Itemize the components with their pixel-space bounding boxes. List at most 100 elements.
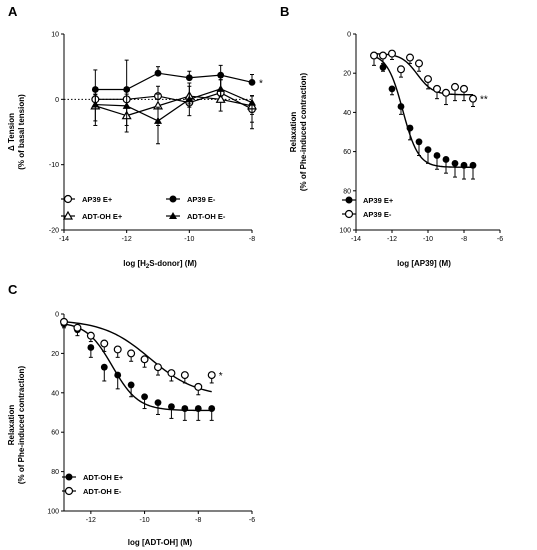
data-point	[127, 381, 135, 389]
data-point	[180, 371, 189, 380]
panel-b-plot	[370, 49, 478, 180]
panel-b-legend: AP39 E+ AP39 E-	[342, 196, 394, 219]
x-tick-label: -10	[184, 236, 194, 243]
legend-label: ADT-OH E+	[83, 473, 124, 482]
data-point	[100, 339, 109, 348]
legend-marker-open-circle	[63, 194, 73, 204]
panel-a: A 10 0 -10 -20-14 -12 -10 -8 * log [H2S-donor]…	[7, 4, 263, 270]
legend-entry-ap39-eminus: AP39 E-	[166, 195, 216, 204]
fit-curve-1	[63, 321, 212, 393]
y-tick-label: 10	[51, 32, 59, 39]
data-point	[91, 100, 100, 108]
y-tick-label: 0	[55, 97, 59, 104]
legend-entry-adtoh-eminus: ADT-OH E-	[166, 212, 226, 221]
x-tick-label: -10	[140, 517, 150, 524]
data-point	[114, 371, 122, 379]
panel-c-y-axis-label: Relaxation (% of Phe-induced contraction…	[7, 366, 26, 485]
data-point	[185, 74, 193, 82]
data-point	[406, 124, 414, 132]
data-point	[59, 317, 68, 326]
y-tick-label: 20	[343, 71, 351, 78]
series-line-2	[95, 95, 253, 117]
x-tick-label: -12	[387, 236, 397, 243]
legend-label: ADT-OH E+	[82, 212, 123, 221]
data-point	[460, 84, 469, 93]
y-tick-label: 40	[51, 390, 59, 397]
y-tick-label: 80	[343, 188, 351, 195]
data-point	[127, 349, 136, 358]
x-tick-label: -10	[423, 236, 433, 243]
panel-c-axes: 0 20 40 60 80 100 -12 -10 -8 -6	[47, 312, 255, 525]
data-point	[140, 355, 149, 364]
panel-c-x-axis-label: log [ADT-OH] (M)	[128, 538, 193, 547]
legend-marker-filled-circle	[345, 196, 353, 204]
x-tick-label: -14	[351, 236, 361, 243]
data-point	[442, 88, 451, 97]
legend-label: AP39 E+	[82, 195, 113, 204]
legend-entry-adtoh-eplus: ADT-OH E+	[61, 210, 123, 221]
data-point	[154, 116, 162, 124]
y-tick-label: 60	[51, 430, 59, 437]
panel-a-plot	[64, 59, 258, 145]
panel-c-letter: C	[8, 282, 18, 297]
y-tick-label: 60	[343, 149, 351, 156]
data-point	[194, 405, 202, 412]
panel-a-axes: 10 0 -10 -20-14 -12 -10 -8	[49, 32, 255, 244]
legend-entry-ap39-eminus: AP39 E-	[342, 209, 392, 219]
x-tick-label: -6	[249, 517, 255, 524]
x-tick-label: -14	[59, 236, 69, 243]
data-point	[113, 345, 122, 354]
panel-b: B 0 20 40 60 80 100-14 -12 -10 -8 -6 ** log [AP39…	[280, 4, 503, 268]
legend-label: AP39 E-	[363, 210, 392, 219]
legend-marker-open-circle	[344, 209, 354, 219]
panel-b-x-axis-label: log [AP39] (M)	[397, 259, 451, 268]
y-tick-label: -20	[49, 228, 59, 235]
panel-c-y-axis-label-line2: (% of Phe-induced contraction)	[17, 366, 26, 485]
panel-c-y-axis-label-line1: Relaxation	[7, 405, 16, 446]
data-point	[451, 82, 460, 91]
data-point	[100, 363, 108, 371]
data-point	[154, 69, 162, 77]
data-point	[248, 78, 256, 86]
y-tick-label: 40	[343, 110, 351, 117]
y-tick-label: 100	[339, 228, 351, 235]
data-point	[248, 98, 256, 106]
x-tick-label: -12	[86, 517, 96, 524]
data-point	[167, 369, 176, 378]
data-point	[397, 103, 405, 110]
panel-b-axes: 0 20 40 60 80 100-14 -12 -10 -8 -6	[339, 32, 503, 244]
legend-entry-ap39-eplus: AP39 E+	[342, 196, 394, 205]
data-point	[397, 65, 406, 74]
data-point	[141, 393, 148, 401]
panel-a-y-axis-label: Δ Tension (% of basal tension)	[7, 94, 26, 170]
data-point	[207, 371, 216, 380]
data-point	[216, 84, 225, 92]
data-point	[451, 159, 459, 167]
panel-c-significance: *	[219, 371, 223, 382]
data-point	[122, 101, 131, 109]
data-point	[379, 63, 387, 71]
data-point	[460, 161, 468, 169]
data-point	[217, 71, 225, 79]
x-tick-label: -8	[461, 236, 467, 243]
panel-a-legend: AP39 E+ AP39 E- ADT-OH E+ ADT-OH E-	[61, 194, 226, 221]
panel-a-x-axis-label: log [H2S-donor] (M)	[123, 259, 197, 270]
y-tick-label: 0	[55, 312, 59, 319]
legend-label: AP39 E-	[187, 195, 216, 204]
series-line-0	[95, 92, 253, 110]
data-point	[415, 59, 424, 68]
panel-b-y-axis-label-line2: (% of Phe-induced contraction)	[299, 73, 308, 192]
y-tick-label: 80	[51, 469, 59, 476]
legend-label: ADT-OH E-	[83, 487, 122, 496]
y-tick-label: 20	[51, 351, 59, 358]
legend-label: AP39 E+	[363, 196, 394, 205]
panel-b-y-axis-label: Relaxation (% of Phe-induced contraction…	[289, 73, 308, 192]
x-tick-label: -8	[195, 517, 201, 524]
data-point	[73, 323, 82, 332]
data-point	[185, 95, 194, 103]
data-point	[154, 399, 162, 407]
data-point	[194, 382, 203, 391]
data-point	[91, 86, 99, 93]
legend-marker-filled-circle	[169, 195, 177, 203]
